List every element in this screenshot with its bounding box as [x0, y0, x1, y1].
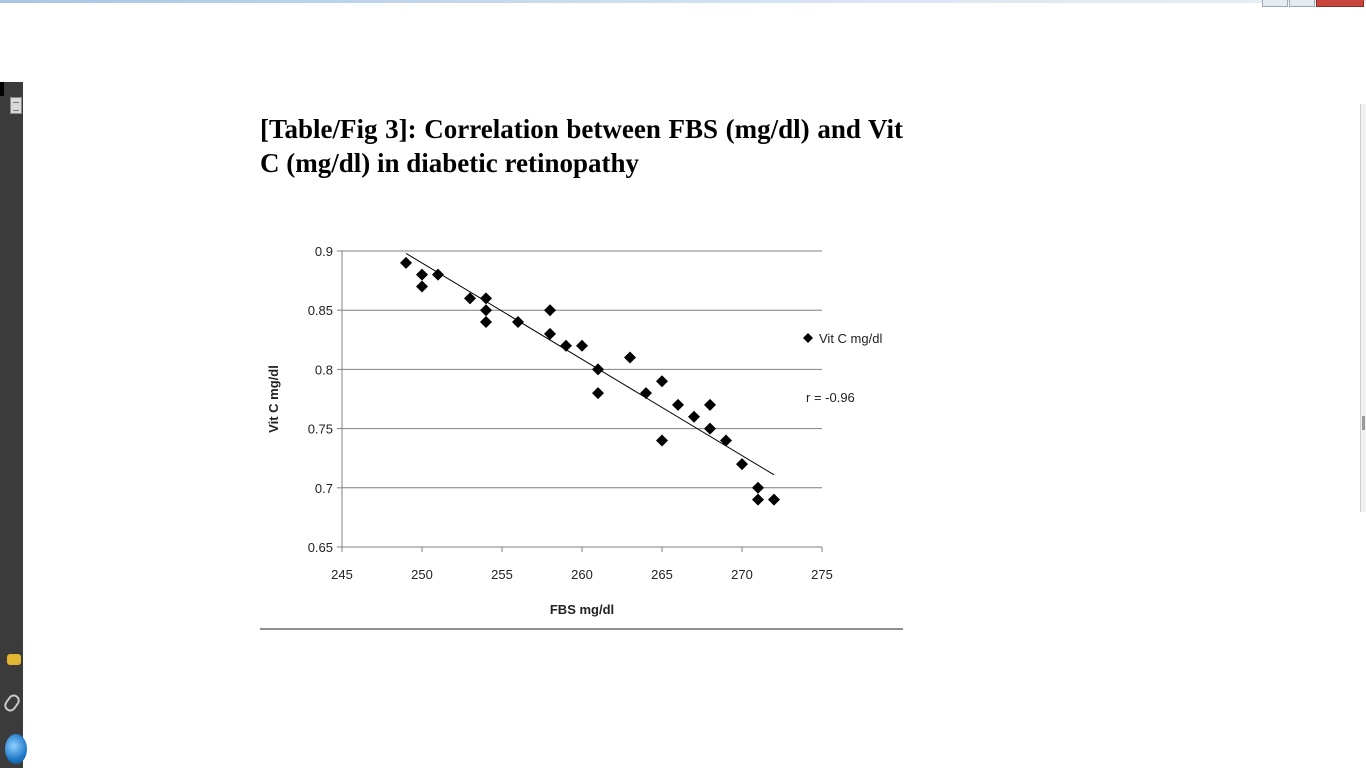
maximize-icon[interactable] [1289, 0, 1315, 7]
data-point [576, 339, 588, 352]
window-title-bar [0, 0, 1366, 3]
data-point [416, 280, 428, 293]
data-point [736, 458, 748, 471]
data-point [480, 292, 492, 305]
data-point [512, 316, 524, 329]
y-tick-label: 0.8 [315, 362, 333, 377]
legend-label: Vit C mg/dl [819, 331, 882, 346]
left-navigation-panel [0, 82, 27, 768]
x-tick-label: 265 [651, 567, 673, 582]
y-tick-label: 0.85 [308, 303, 333, 318]
globe-icon[interactable] [5, 734, 27, 764]
trendline [405, 252, 775, 476]
data-point [624, 351, 636, 364]
panel-corner-marker [0, 82, 4, 96]
x-tick-label: 270 [731, 567, 753, 582]
x-tick-label: 245 [331, 567, 353, 582]
x-tick-label: 260 [571, 567, 593, 582]
legend-marker [803, 333, 813, 343]
data-point [656, 434, 668, 447]
data-point [592, 387, 604, 400]
close-icon[interactable] [1316, 0, 1364, 7]
x-tick-label: 275 [811, 567, 833, 582]
data-point [656, 375, 668, 388]
data-point [400, 256, 412, 269]
data-point [704, 398, 716, 411]
data-point [592, 363, 604, 376]
data-point [432, 268, 444, 281]
comment-icon[interactable] [7, 654, 21, 665]
data-point [416, 268, 428, 281]
correlation-annotation: r = -0.96 [806, 390, 855, 405]
minimize-icon[interactable] [1262, 0, 1288, 7]
x-tick-label: 250 [411, 567, 433, 582]
figure-title: [Table/Fig 3]: Correlation between FBS (… [260, 114, 903, 178]
y-tick-label: 0.75 [308, 422, 333, 437]
data-point [704, 422, 716, 435]
scrollbar-grip[interactable] [1362, 416, 1365, 430]
chart-svg: 0.65 0.7 0.75 0.8 0.85 0.9 245 250 255 260 265 270 2… [266, 244, 882, 617]
pages-icon[interactable] [10, 97, 22, 114]
y-tick-label: 0.7 [315, 481, 333, 496]
data-point [720, 434, 732, 447]
data-point [768, 493, 780, 506]
vertical-scrollbar[interactable] [1360, 104, 1366, 512]
data-point [752, 493, 764, 506]
data-point [560, 339, 572, 352]
y-tick-label: 0.65 [308, 540, 333, 555]
data-point [752, 481, 764, 494]
attachment-icon[interactable] [1, 692, 23, 714]
x-axis-title: FBS mg/dl [550, 602, 614, 617]
x-tick-label: 255 [491, 567, 513, 582]
data-point [672, 398, 684, 411]
y-axis-title: Vit C mg/dl [266, 365, 281, 433]
data-point [688, 410, 700, 423]
figure-bottom-rule [260, 628, 903, 630]
data-point [544, 304, 556, 317]
data-point [640, 387, 652, 400]
scatter-chart: 0.65 0.7 0.75 0.8 0.85 0.9 245 250 255 260 265 270 2… [250, 228, 930, 628]
data-point [544, 327, 556, 340]
data-point [480, 304, 492, 317]
y-tick-label: 0.9 [315, 244, 333, 259]
data-point [464, 292, 476, 305]
data-point [480, 316, 492, 329]
